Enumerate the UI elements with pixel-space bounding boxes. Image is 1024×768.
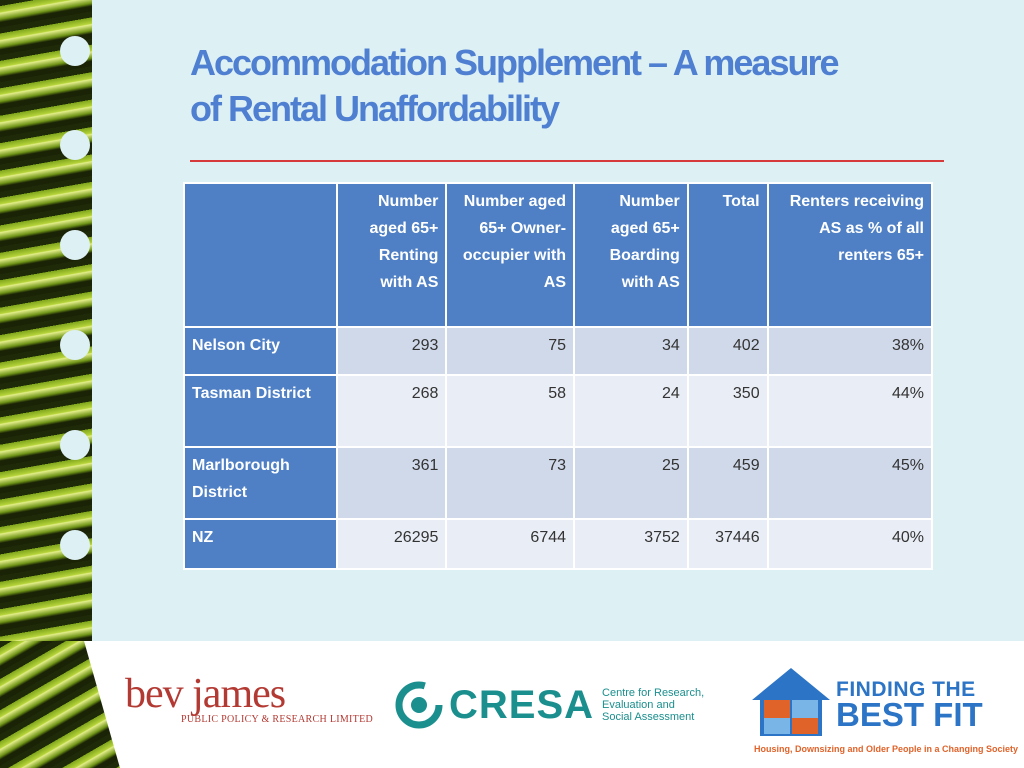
row-region: Tasman District [183, 374, 338, 448]
puzzle-notch [60, 330, 90, 360]
cell-pct: 38% [766, 326, 934, 376]
cresa-description: Centre for Research, Evaluation and Soci… [602, 687, 704, 723]
cell-total: 459 [686, 446, 769, 520]
puzzle-notch [60, 130, 90, 160]
cell-renting: 361 [335, 446, 448, 520]
puzzle-notch [60, 36, 90, 66]
table-row: Marlborough District 361 73 25 459 45% [183, 446, 934, 520]
decorative-leaf-strip [0, 0, 92, 768]
data-table: Number aged 65+ Renting with AS Number a… [183, 182, 934, 570]
header-boarding: Number aged 65+ Boarding with AS [573, 182, 689, 328]
bev-james-logo: bev james PUBLIC POLICY & RESEARCH LIMIT… [125, 671, 374, 725]
title-divider [190, 160, 944, 162]
cresa-logo: CRESA Centre for Research, Evaluation an… [395, 681, 704, 729]
row-region: Nelson City [183, 326, 338, 376]
header-total: Total [686, 182, 769, 328]
cell-total: 402 [686, 326, 769, 376]
cresa-desc-line: Evaluation and [602, 699, 675, 711]
cell-owner: 58 [445, 374, 576, 448]
cresa-desc-line: Centre for Research, [602, 687, 705, 699]
cell-renting: 268 [335, 374, 448, 448]
cell-renting: 293 [335, 326, 448, 376]
header-renting: Number aged 65+ Renting with AS [335, 182, 448, 328]
row-region: NZ [183, 518, 338, 570]
slide-title: Accommodation Supplement – A measure of … [190, 40, 950, 132]
cell-total: 350 [686, 374, 769, 448]
cell-renting: 26295 [335, 518, 448, 570]
cell-pct: 44% [766, 374, 934, 448]
fbf-line-2: BEST FIT [836, 696, 983, 733]
puzzle-house-icon [752, 668, 830, 736]
cell-owner: 73 [445, 446, 576, 520]
bev-james-subtitle: PUBLIC POLICY & RESEARCH LIMITED [181, 714, 374, 725]
cell-pct: 40% [766, 518, 934, 570]
header-owner-occupier: Number aged 65+ Owner-occupier with AS [445, 182, 576, 328]
slide-title-line-2: of Rental Unaffordability [190, 88, 560, 129]
table-row: Nelson City 293 75 34 402 38% [183, 326, 934, 376]
header-renters-pct: Renters receiving AS as % of all renters… [766, 182, 934, 328]
cell-boarding: 34 [573, 326, 689, 376]
table-row: NZ 26295 6744 3752 37446 40% [183, 518, 934, 570]
cresa-circle-icon [395, 681, 443, 729]
cell-boarding: 25 [573, 446, 689, 520]
fbf-tagline: Housing, Downsizing and Older People in … [754, 744, 1019, 754]
puzzle-notch [60, 530, 90, 560]
table-header-row: Number aged 65+ Renting with AS Number a… [183, 182, 934, 328]
fbf-line-1: FINDING THE [836, 678, 976, 701]
cell-owner: 6744 [445, 518, 576, 570]
cell-boarding: 24 [573, 374, 689, 448]
header-region [183, 182, 338, 328]
cell-pct: 45% [766, 446, 934, 520]
cell-owner: 75 [445, 326, 576, 376]
cell-total: 37446 [686, 518, 769, 570]
decorative-leaf-corner [0, 641, 120, 768]
logo-footer: bev james PUBLIC POLICY & RESEARCH LIMIT… [0, 641, 1024, 768]
puzzle-notch [60, 230, 90, 260]
bev-james-wordmark: bev james [125, 671, 286, 717]
puzzle-notch [60, 430, 90, 460]
cresa-desc-line: Social Assessment [602, 711, 695, 723]
cresa-wordmark: CRESA [449, 682, 595, 727]
row-region: Marlborough District [183, 446, 338, 520]
slide-title-line-1: Accommodation Supplement – A measure [190, 42, 840, 83]
cell-boarding: 3752 [573, 518, 689, 570]
table-row: Tasman District 268 58 24 350 44% [183, 374, 934, 448]
